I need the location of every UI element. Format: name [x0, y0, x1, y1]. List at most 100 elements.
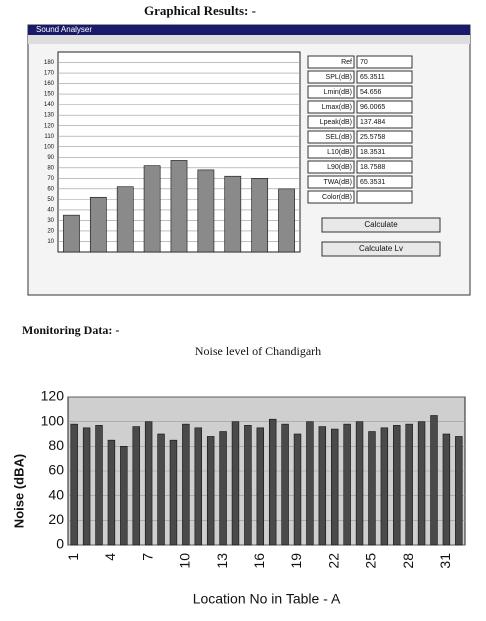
field-box: [356, 115, 413, 129]
y-tick-label: 60: [48, 462, 64, 478]
button-label: Calculate Lv: [359, 244, 403, 253]
y-tick-label: 20: [47, 229, 54, 235]
y-tick-label: 60: [47, 186, 54, 192]
field-label: L90(dB): [327, 164, 352, 171]
y-tick-label: 80: [48, 437, 64, 453]
bar: [169, 439, 178, 546]
field-box: [356, 145, 413, 159]
bar: [244, 425, 252, 546]
button[interactable]: [321, 241, 441, 257]
bar: [393, 425, 401, 546]
bar: [63, 214, 80, 253]
y-tick-label: 70: [47, 176, 54, 182]
field-box: [356, 55, 413, 69]
bar: [194, 427, 202, 546]
bar: [417, 421, 426, 546]
y-tick-label: 0: [56, 536, 64, 552]
bar: [157, 433, 165, 546]
x-axis-label: Location No in Table - A: [193, 591, 341, 607]
x-tick-label: 16: [251, 553, 267, 569]
x-tick-label: 1: [65, 553, 81, 561]
field-label-box: [307, 100, 355, 114]
y-tick-label: 90: [47, 155, 54, 161]
heading: Graphical Results: -: [144, 3, 256, 18]
bar: [278, 188, 295, 253]
title-bar: [28, 25, 470, 35]
field-label: L10(dB): [327, 149, 352, 156]
bar: [380, 427, 389, 546]
window-title: Sound Analyser: [36, 25, 92, 34]
field-box: [356, 70, 413, 84]
bar: [442, 433, 451, 546]
y-tick-label: 80: [47, 165, 54, 171]
x-tick-label: 25: [363, 553, 379, 569]
button-label: Calculate: [364, 220, 398, 229]
field-label-box: [307, 160, 355, 174]
field-box: [356, 190, 413, 204]
bar: [430, 415, 438, 546]
y-tick-label: 50: [47, 197, 54, 203]
section-heading: Monitoring Data: -: [22, 323, 119, 337]
bar: [355, 421, 364, 546]
x-tick-label: 10: [177, 553, 193, 569]
field-value: 54.656: [360, 89, 382, 96]
field-value: 137.484: [360, 119, 385, 126]
y-tick-label: 140: [44, 102, 55, 108]
field-label: Color(dB): [322, 194, 352, 201]
field-label: Lpeak(dB): [320, 119, 352, 126]
field-value: 25.5758: [360, 134, 385, 141]
field-value: 96.0065: [360, 104, 385, 111]
y-tick-label: 160: [44, 81, 55, 87]
bar: [170, 160, 188, 253]
field-label: Lmin(dB): [324, 89, 352, 96]
bar: [116, 186, 134, 253]
y-tick-label: 110: [44, 134, 54, 140]
field-box: [356, 175, 413, 189]
x-tick-label: 31: [437, 553, 453, 569]
bar: [95, 425, 103, 546]
y-tick-label: 120: [44, 123, 55, 129]
bar: [256, 427, 265, 546]
field-value: 65.3531: [360, 179, 385, 186]
field-label-box: [307, 175, 355, 189]
bar: [455, 436, 463, 546]
bar: [70, 423, 78, 546]
field-box: [356, 100, 413, 114]
bar: [306, 421, 314, 546]
y-tick-label: 40: [48, 486, 64, 502]
bar: [219, 431, 227, 546]
y-tick-label: 10: [47, 239, 54, 245]
bar: [143, 165, 161, 253]
field-value: 18.7588: [360, 164, 385, 171]
bar: [224, 175, 242, 253]
y-tick-label: 100: [44, 144, 55, 150]
field-label-box: [307, 190, 355, 204]
x-tick-label: 19: [288, 553, 304, 569]
bar: [89, 196, 107, 253]
bar: [268, 418, 277, 546]
y-tick-label: 180: [44, 60, 55, 66]
button[interactable]: [321, 217, 441, 233]
x-tick-label: 13: [214, 553, 230, 569]
x-tick-label: 7: [139, 553, 155, 561]
y-axis-label: Noise (dBA): [11, 454, 26, 528]
bar: [82, 427, 91, 546]
y-tick-label: 170: [44, 71, 55, 77]
bar: [405, 423, 413, 546]
y-tick-label: 20: [48, 511, 64, 527]
field-label: Lmax(dB): [322, 104, 352, 111]
bar: [343, 423, 351, 546]
field-label-box: [307, 115, 355, 129]
field-value: 70: [360, 59, 368, 66]
y-tick-label: 120: [41, 388, 65, 404]
field-label: TWA(dB): [323, 179, 352, 186]
field-label-box: [307, 85, 355, 99]
bar: [251, 178, 269, 253]
field-label-box: [307, 55, 355, 69]
bar: [331, 428, 339, 546]
bar: [206, 436, 215, 546]
bar: [182, 423, 190, 546]
bar: [132, 426, 140, 546]
